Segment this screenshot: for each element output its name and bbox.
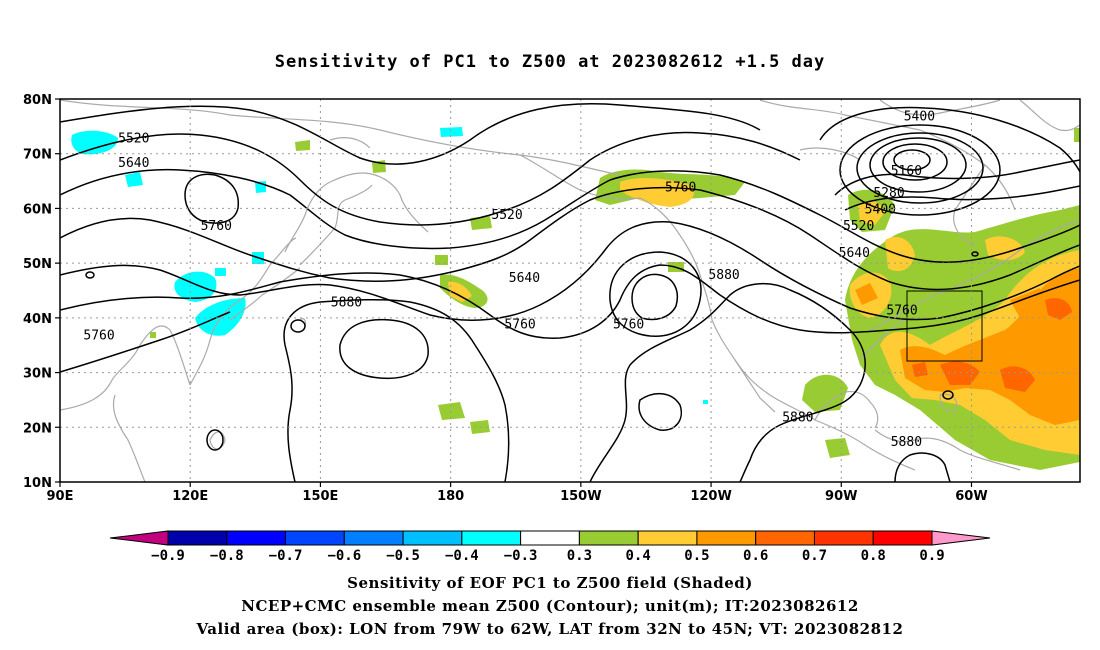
colorbar-label: −0.3 <box>504 548 538 564</box>
contour-label: 5640 <box>839 246 870 261</box>
contour-label: 5760 <box>504 317 535 332</box>
contour-label: 5760 <box>613 317 644 332</box>
caption-contour: NCEP+CMC ensemble mean Z500 (Contour); u… <box>241 597 859 615</box>
contour-label: 5640 <box>118 156 149 171</box>
colorbar-swatch <box>343 530 404 546</box>
contour-label: 5520 <box>118 131 149 146</box>
lat-label: 80N <box>23 93 52 108</box>
map-axes: 90E 120E 150E 180 150W 120W 90W 60W 80N 70N 60N 50N… <box>23 93 988 504</box>
contour-label: 5760 <box>665 181 696 196</box>
colorbar-label: 0.4 <box>626 548 651 564</box>
colorbar-swatch <box>167 530 228 546</box>
caption-valid-area: Valid area (box): LON from 79W to 62W, L… <box>196 620 904 638</box>
caption-shading: Sensitivity of EOF PC1 to Z500 field (Sh… <box>347 574 753 592</box>
colorbar-label: −0.5 <box>386 548 420 564</box>
lat-label: 30N <box>23 367 52 382</box>
colorbar-label: −0.6 <box>327 548 361 564</box>
colorbar-label: −0.9 <box>151 548 185 564</box>
sensitivity-shading <box>71 127 1080 470</box>
lon-label: 90W <box>825 489 857 504</box>
colorbar-max-arrow <box>931 530 991 546</box>
lon-label: 120E <box>172 489 208 504</box>
colorbar-label: −0.4 <box>445 548 479 564</box>
lon-label: 90E <box>47 489 74 504</box>
lon-label: 60W <box>955 489 987 504</box>
map-frame <box>59 98 1081 483</box>
lon-label: 120W <box>690 489 731 504</box>
map-title: Sensitivity of PC1 to Z500 at 2023082612… <box>274 52 826 72</box>
colorbar-label: 0.5 <box>684 548 709 564</box>
lat-label: 50N <box>23 257 52 272</box>
lon-label: 180 <box>437 489 464 504</box>
colorbar-swatch <box>813 530 874 546</box>
lat-label: 60N <box>23 202 52 217</box>
colorbar: −0.9 −0.8 −0.7 −0.6 −0.5 −0.4 −0.3 0.3 0.4 0.5 0.6… <box>109 530 991 564</box>
contour-label: 5640 <box>509 271 540 286</box>
contour-label: 5880 <box>331 295 362 310</box>
colorbar-label: 0.9 <box>919 548 944 564</box>
contour-label: 5760 <box>83 328 114 343</box>
contour-label: 5880 <box>891 435 922 450</box>
contour-label: 5520 <box>491 208 522 223</box>
lon-label: 150W <box>560 489 601 504</box>
contour-label: 5880 <box>708 268 739 283</box>
colorbar-swatch <box>872 530 933 546</box>
colorbar-swatch <box>402 530 463 546</box>
colorbar-label: 0.6 <box>743 548 768 564</box>
graticule <box>60 99 1080 482</box>
contour-label: 5160 <box>891 164 922 179</box>
lat-label: 10N <box>23 476 52 491</box>
contour-label: 5280 <box>873 186 904 201</box>
contour-label: 5400 <box>904 109 935 124</box>
contour-label: 5760 <box>886 304 917 319</box>
contour-label: 5880 <box>782 410 813 425</box>
colorbar-swatch <box>461 530 522 546</box>
lon-label: 150E <box>302 489 338 504</box>
contour-label: 5400 <box>865 202 896 217</box>
colorbar-label: 0.3 <box>567 548 592 564</box>
colorbar-label: −0.7 <box>269 548 303 564</box>
contour-labels: 5520 5640 5760 5760 5880 5520 5640 5760 5760 5760… <box>83 109 935 450</box>
contour-label: 5520 <box>843 219 874 234</box>
lat-label: 40N <box>23 312 52 327</box>
z500-contours <box>60 103 1080 482</box>
colorbar-label: −0.8 <box>210 548 244 564</box>
colorbar-swatch <box>755 530 815 546</box>
colorbar-swatch <box>520 530 580 546</box>
colorbar-min-arrow <box>109 530 169 546</box>
colorbar-swatch <box>226 530 287 546</box>
lat-label: 20N <box>23 421 52 436</box>
colorbar-swatch <box>285 530 345 546</box>
colorbar-swatch <box>637 530 698 546</box>
colorbar-swatch <box>696 530 757 546</box>
lat-label: 70N <box>23 148 52 163</box>
colorbar-label: 0.7 <box>802 548 827 564</box>
valid-area-box <box>906 290 983 362</box>
colorbar-label: 0.8 <box>861 548 886 564</box>
colorbar-swatch <box>578 530 639 546</box>
contour-label: 5760 <box>201 219 232 234</box>
